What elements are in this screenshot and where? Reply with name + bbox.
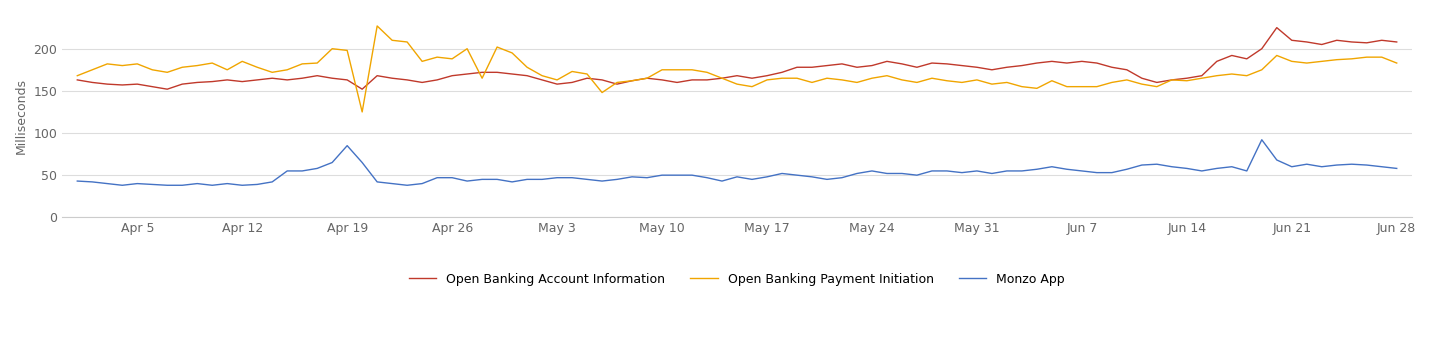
Y-axis label: Milliseconds: Milliseconds bbox=[14, 78, 29, 154]
Monzo App bbox=[1253, 137, 1271, 142]
Open Banking Account Information bbox=[354, 87, 371, 91]
Open Banking Payment Initiation bbox=[354, 110, 371, 114]
Open Banking Payment Initiation bbox=[1388, 61, 1405, 65]
Monzo App bbox=[759, 175, 776, 179]
Open Banking Account Information bbox=[69, 78, 86, 82]
Monzo App bbox=[218, 182, 235, 186]
Open Banking Account Information bbox=[1268, 25, 1285, 30]
Open Banking Account Information bbox=[759, 73, 776, 78]
Monzo App bbox=[1268, 158, 1285, 162]
Monzo App bbox=[113, 183, 130, 188]
Open Banking Payment Initiation bbox=[204, 61, 221, 65]
Monzo App bbox=[594, 179, 611, 183]
Line: Open Banking Account Information: Open Banking Account Information bbox=[77, 28, 1397, 89]
Monzo App bbox=[1388, 166, 1405, 170]
Open Banking Payment Initiation bbox=[69, 73, 86, 78]
Open Banking Account Information bbox=[159, 87, 176, 91]
Line: Monzo App: Monzo App bbox=[77, 140, 1397, 185]
Open Banking Account Information bbox=[1388, 40, 1405, 44]
Open Banking Account Information bbox=[218, 78, 235, 82]
Open Banking Account Information bbox=[594, 78, 611, 82]
Open Banking Payment Initiation bbox=[608, 80, 625, 84]
Open Banking Payment Initiation bbox=[773, 76, 790, 80]
Legend: Open Banking Account Information, Open Banking Payment Initiation, Monzo App: Open Banking Account Information, Open B… bbox=[404, 268, 1070, 291]
Monzo App bbox=[248, 182, 265, 187]
Monzo App bbox=[354, 160, 371, 165]
Open Banking Payment Initiation bbox=[369, 24, 386, 28]
Open Banking Payment Initiation bbox=[338, 48, 356, 53]
Open Banking Payment Initiation bbox=[234, 59, 251, 63]
Open Banking Account Information bbox=[1253, 47, 1271, 51]
Line: Open Banking Payment Initiation: Open Banking Payment Initiation bbox=[77, 26, 1397, 112]
Open Banking Payment Initiation bbox=[1268, 53, 1285, 58]
Monzo App bbox=[69, 179, 86, 183]
Open Banking Account Information bbox=[248, 78, 265, 82]
